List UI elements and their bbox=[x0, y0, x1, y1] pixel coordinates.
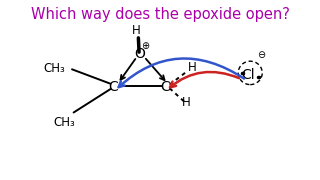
Text: H: H bbox=[182, 96, 191, 109]
Text: H: H bbox=[132, 24, 141, 37]
Text: CH₃: CH₃ bbox=[44, 62, 65, 75]
Text: ⊕: ⊕ bbox=[141, 41, 150, 51]
Text: C: C bbox=[109, 80, 118, 94]
Text: Which way does the epoxide open?: Which way does the epoxide open? bbox=[31, 7, 289, 22]
Text: O: O bbox=[134, 47, 145, 61]
Text: H: H bbox=[188, 61, 196, 74]
Text: C: C bbox=[160, 80, 170, 94]
Text: ⊖: ⊖ bbox=[257, 50, 265, 60]
Text: Cl: Cl bbox=[241, 68, 255, 82]
Text: CH₃: CH₃ bbox=[53, 116, 75, 129]
